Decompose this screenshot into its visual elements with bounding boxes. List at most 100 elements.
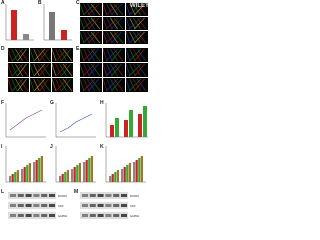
fiber-shape xyxy=(61,63,71,77)
blot-label: GAPDH xyxy=(58,214,67,218)
blot-band xyxy=(25,194,32,197)
fiber-shape xyxy=(37,48,45,62)
bar-shape xyxy=(110,125,114,137)
panel-label: M xyxy=(74,189,78,195)
fiber-shape xyxy=(79,78,85,92)
fiber-shape xyxy=(129,17,136,30)
blot-band xyxy=(41,214,48,217)
fiber-shape xyxy=(88,31,99,44)
fiber-shape xyxy=(7,48,13,62)
blot-band xyxy=(25,214,32,217)
fiber-shape xyxy=(51,48,57,62)
axes xyxy=(55,103,96,138)
fiber-shape xyxy=(33,63,40,77)
fiber-shape xyxy=(33,78,40,92)
blot-band xyxy=(113,204,120,207)
fiber-shape xyxy=(11,48,18,62)
panel-label: I xyxy=(1,144,3,150)
fiber-shape xyxy=(88,17,99,30)
blot-band xyxy=(82,214,88,217)
fiber-shape xyxy=(55,48,68,62)
blot-band xyxy=(113,214,120,217)
fiber-shape xyxy=(17,63,27,77)
fiber-shape xyxy=(87,48,95,62)
bar-shape xyxy=(26,165,29,182)
fiber-shape xyxy=(37,78,45,92)
fiber-shape xyxy=(33,78,46,92)
blot-band xyxy=(33,204,40,207)
panel-a xyxy=(5,4,34,41)
fiber-shape xyxy=(105,63,119,77)
fiber-shape xyxy=(39,63,49,77)
blot-band xyxy=(49,194,55,197)
bar-shape xyxy=(66,170,69,182)
bar-shape xyxy=(133,162,136,182)
bar-shape xyxy=(85,160,88,182)
blot-band xyxy=(25,204,32,207)
fiber-shape xyxy=(106,78,113,92)
bar-shape xyxy=(49,12,55,40)
blot-band xyxy=(89,204,96,207)
bar-shape xyxy=(128,163,131,182)
blot-band xyxy=(41,194,48,197)
bar-shape xyxy=(16,170,19,182)
blot-band xyxy=(97,214,104,217)
fiber-shape xyxy=(7,78,13,92)
blot-band xyxy=(105,204,112,207)
fiber-shape xyxy=(133,17,141,30)
fiber-shape xyxy=(125,48,131,62)
fiber-shape xyxy=(111,31,122,44)
fiber-shape xyxy=(39,78,49,92)
bar-shape xyxy=(140,156,143,182)
fiber-shape xyxy=(128,17,142,30)
bar-shape xyxy=(115,118,119,137)
panel-g xyxy=(55,103,96,138)
fiber-shape xyxy=(51,63,57,77)
fiber-shape xyxy=(87,31,95,44)
axes xyxy=(105,103,148,138)
fiber-shape xyxy=(102,3,108,16)
fiber-shape xyxy=(87,3,95,16)
fiber-shape xyxy=(29,78,35,92)
axes xyxy=(55,146,96,183)
panel-b xyxy=(43,4,72,41)
bar-shape xyxy=(138,158,141,182)
panel-label: L xyxy=(1,189,4,195)
panel-f xyxy=(5,103,46,138)
blot-label: OSX xyxy=(58,204,64,208)
fiber-shape xyxy=(29,48,35,62)
fiber-shape xyxy=(129,31,136,44)
fiber-shape xyxy=(111,78,122,92)
blot-band xyxy=(10,214,16,217)
blot-band xyxy=(49,204,55,207)
fiber-shape xyxy=(134,63,145,77)
bar-shape xyxy=(11,10,17,40)
bar-shape xyxy=(23,167,26,182)
panel-label: C xyxy=(76,0,80,6)
fiber-shape xyxy=(33,48,46,62)
fiber-shape xyxy=(79,3,85,16)
blot-band xyxy=(121,214,127,217)
blot-strip xyxy=(80,202,128,209)
blot-band xyxy=(33,194,40,197)
trend-shape xyxy=(9,109,43,131)
fiber-shape xyxy=(7,63,13,77)
fiber-shape xyxy=(133,3,141,16)
blot-band xyxy=(33,214,40,217)
bar-shape xyxy=(38,158,41,182)
blot-band xyxy=(41,204,48,207)
blot-band xyxy=(49,214,55,217)
fiber-shape xyxy=(55,63,68,77)
fiber-shape xyxy=(106,3,113,16)
bar-shape xyxy=(90,156,93,182)
blot-band xyxy=(121,194,127,197)
bar-shape xyxy=(28,163,31,182)
fiber-shape xyxy=(15,48,23,62)
blot-band xyxy=(10,194,16,197)
fiber-shape xyxy=(83,63,90,77)
fiber-shape xyxy=(133,31,141,44)
blot-band xyxy=(89,214,96,217)
fiber-shape xyxy=(55,48,62,62)
bar-shape xyxy=(129,110,133,137)
bar-shape xyxy=(88,158,91,182)
